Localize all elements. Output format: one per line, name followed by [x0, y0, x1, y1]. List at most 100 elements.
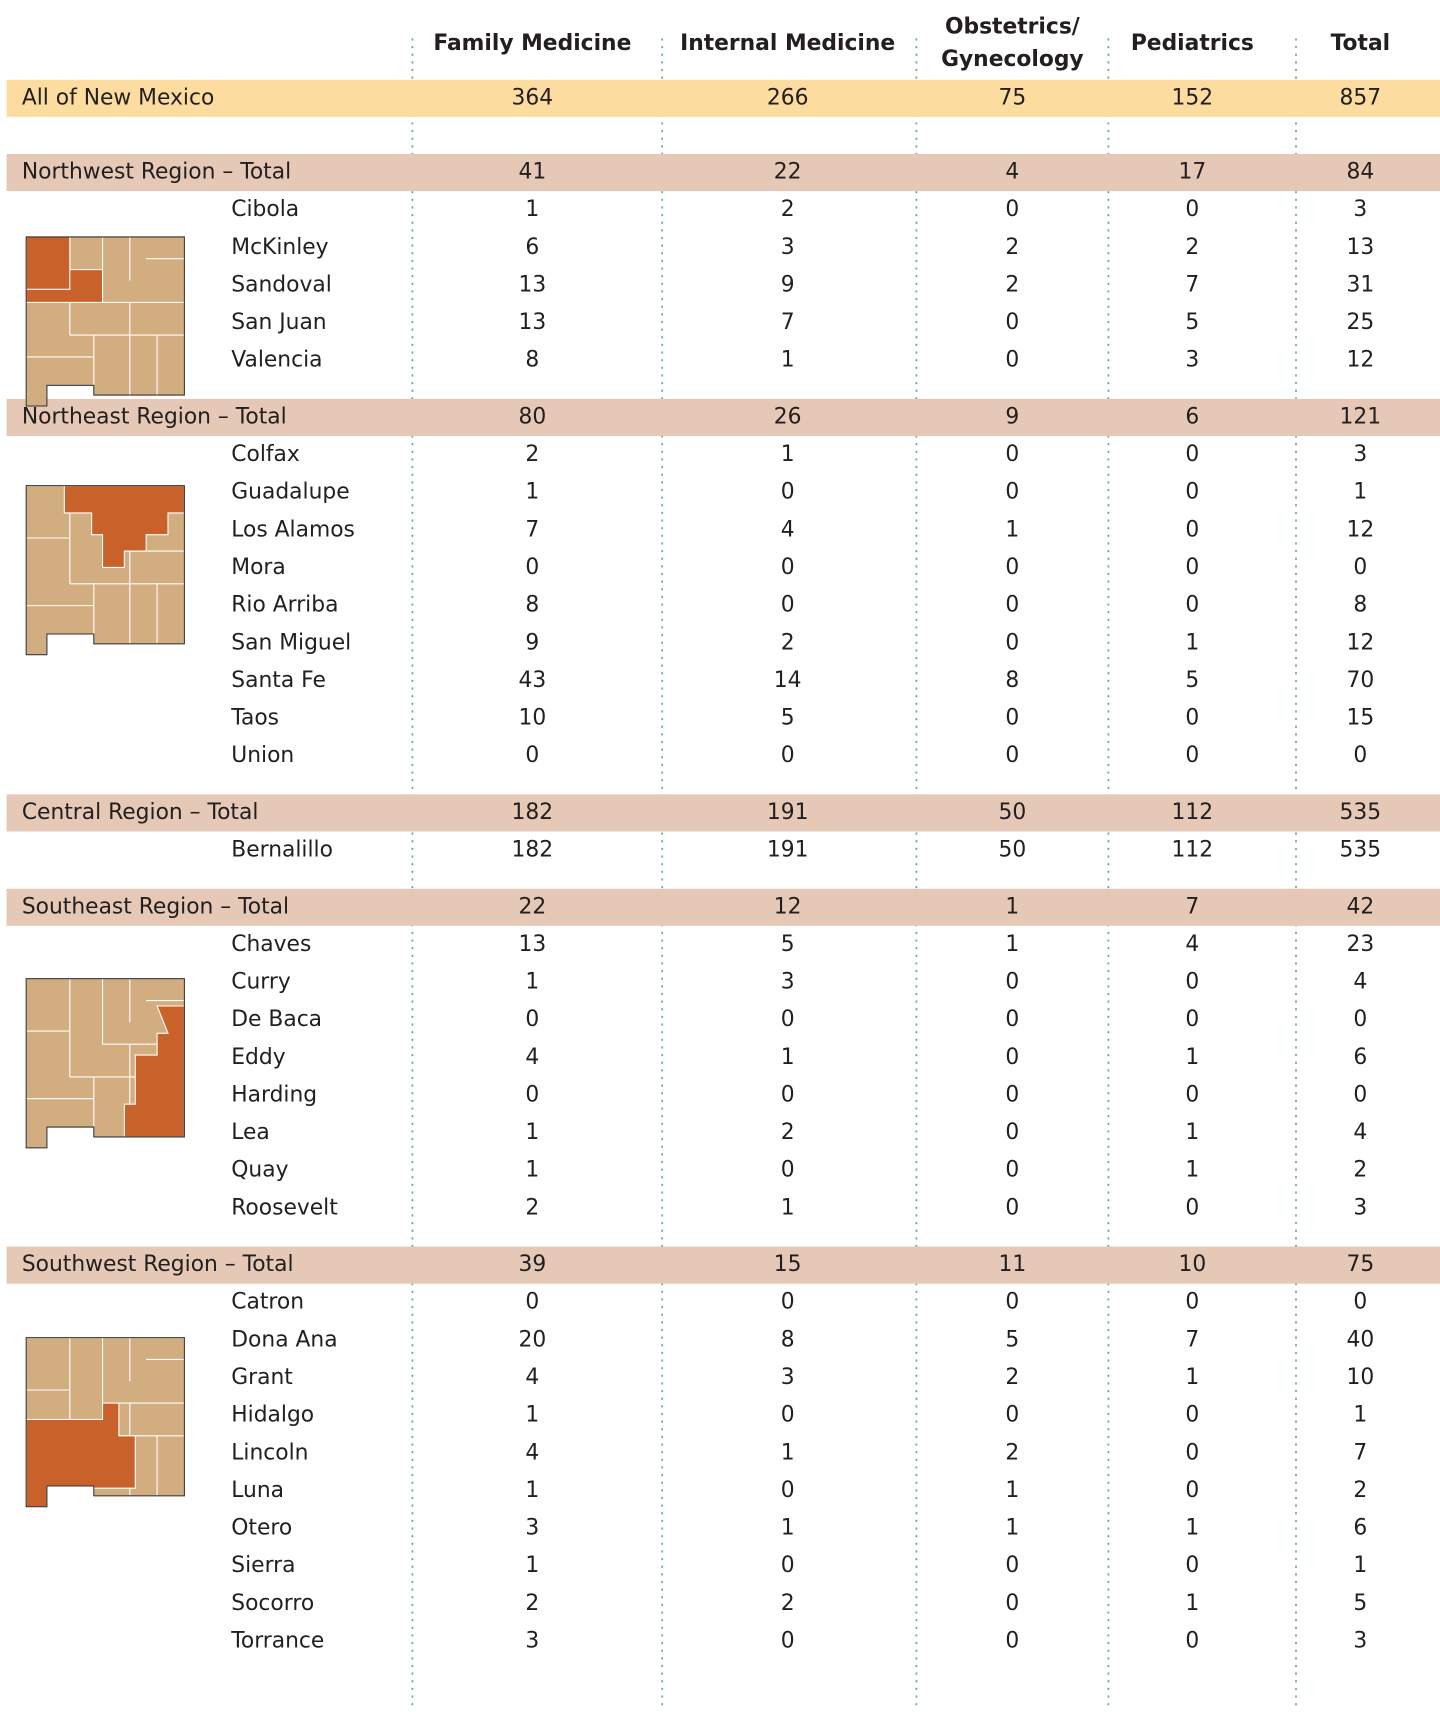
row-label: Dona Ana — [231, 1327, 337, 1352]
row-label: Santa Fe — [231, 668, 326, 693]
cell: 17 — [1178, 160, 1206, 185]
cell: 0 — [1005, 706, 1019, 731]
cell: 23 — [1346, 932, 1374, 957]
cell: 6 — [1353, 1516, 1367, 1541]
cell: 2 — [525, 1591, 539, 1616]
cell: 0 — [1185, 1290, 1199, 1315]
cell: 31 — [1346, 272, 1374, 297]
cell: 0 — [781, 1007, 795, 1032]
cell: 0 — [1185, 1195, 1199, 1220]
row-label: Mora — [231, 555, 285, 580]
cell: 10 — [518, 706, 546, 731]
cell: 1 — [1185, 1158, 1199, 1183]
cell: 1 — [1185, 1120, 1199, 1145]
cell: 13 — [518, 310, 546, 335]
cell: 8 — [1353, 593, 1367, 618]
cell: 4 — [525, 1045, 539, 1070]
cell: 1 — [1353, 1553, 1367, 1578]
row-label: Otero — [231, 1516, 292, 1541]
row-band — [6, 398, 1440, 436]
cell: 3 — [1353, 197, 1367, 222]
row-band — [6, 79, 1440, 117]
cell: 4 — [525, 1440, 539, 1465]
row-label: De Baca — [231, 1007, 322, 1032]
row-label: Northwest Region – Total — [22, 160, 291, 185]
row-label: Hidalgo — [231, 1403, 314, 1428]
cell: 8 — [525, 593, 539, 618]
cells: Family Medicine Internal Medicine Obstetri… — [22, 14, 1390, 1653]
cell: 7 — [525, 517, 539, 542]
row-label: Lincoln — [231, 1440, 308, 1465]
row-label: Colfax — [231, 442, 300, 467]
row-band — [6, 154, 1440, 192]
row-label: Torrance — [230, 1628, 324, 1653]
row-label: McKinley — [231, 235, 328, 260]
cell: 2 — [781, 1591, 795, 1616]
cell: 0 — [1185, 1440, 1199, 1465]
cell: 3 — [781, 970, 795, 995]
cell: 40 — [1346, 1327, 1374, 1352]
row-label: Bernalillo — [231, 838, 333, 863]
row-label: Rio Arriba — [231, 593, 338, 618]
cell: 0 — [1005, 970, 1019, 995]
cell: 1 — [781, 348, 795, 373]
cell: 20 — [518, 1327, 546, 1352]
cell: 0 — [1005, 1007, 1019, 1032]
row-label: Sandoval — [231, 272, 332, 297]
row-label: San Miguel — [231, 630, 351, 655]
cell: 0 — [1005, 1553, 1019, 1578]
row-label: Luna — [231, 1478, 284, 1503]
cell: 70 — [1346, 668, 1374, 693]
cell: 7 — [1185, 1327, 1199, 1352]
cell: 3 — [781, 235, 795, 260]
cell: 0 — [1185, 1403, 1199, 1428]
cell: 10 — [1346, 1365, 1374, 1390]
cell: 10 — [1178, 1252, 1206, 1277]
cell: 5 — [1185, 310, 1199, 335]
row-label: Socorro — [231, 1591, 314, 1616]
cell: 0 — [1185, 197, 1199, 222]
cell: 6 — [1185, 404, 1199, 429]
cell: 0 — [1185, 555, 1199, 580]
cell: 26 — [774, 404, 802, 429]
cell: 9 — [525, 630, 539, 655]
cell: 4 — [525, 1365, 539, 1390]
cell: 3 — [1185, 348, 1199, 373]
row-band — [6, 1246, 1440, 1284]
cell: 2 — [781, 1120, 795, 1145]
cell: 3 — [1353, 1195, 1367, 1220]
row-label: All of New Mexico — [22, 85, 214, 110]
column-header: Gynecology — [941, 47, 1084, 72]
cell: 0 — [1005, 1628, 1019, 1653]
cell: 84 — [1346, 160, 1374, 185]
dotted-rules — [411, 38, 1297, 1709]
cell: 5 — [781, 932, 795, 957]
cell: 2 — [781, 197, 795, 222]
cell: 1 — [525, 197, 539, 222]
cell: 0 — [1005, 310, 1019, 335]
cell: 12 — [1346, 630, 1374, 655]
cell: 1 — [1005, 517, 1019, 542]
cell: 1 — [525, 970, 539, 995]
cell: 2 — [1353, 1478, 1367, 1503]
cell: 12 — [774, 894, 802, 919]
row-label: Taos — [230, 706, 279, 731]
cell: 3 — [1353, 1628, 1367, 1653]
cell: 2 — [525, 442, 539, 467]
cell: 15 — [774, 1252, 802, 1277]
cell: 0 — [1185, 743, 1199, 768]
row-label: Lea — [231, 1120, 270, 1145]
cell: 0 — [781, 1403, 795, 1428]
cell: 112 — [1172, 838, 1214, 863]
row-label: Southeast Region – Total — [22, 894, 289, 919]
cell: 0 — [1005, 1195, 1019, 1220]
cell: 0 — [1185, 480, 1199, 505]
cell: 0 — [1005, 1120, 1019, 1145]
cell: 1 — [1005, 932, 1019, 957]
cell: 41 — [518, 160, 546, 185]
cell: 3 — [525, 1628, 539, 1653]
cell: 12 — [1346, 348, 1374, 373]
cell: 1 — [781, 1516, 795, 1541]
cell: 0 — [1005, 1158, 1019, 1183]
